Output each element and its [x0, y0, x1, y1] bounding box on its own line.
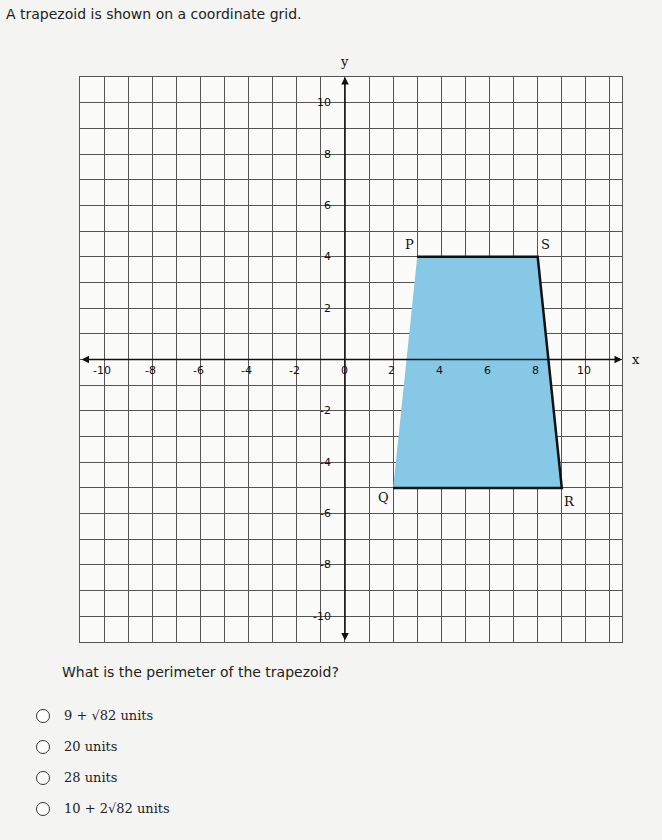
html-text:20 units: 20 units	[64, 739, 118, 754]
svg-text:x: x	[632, 352, 640, 367]
svg-text:-10: -10	[313, 610, 331, 623]
svg-text:10: 10	[577, 364, 591, 377]
svg-text:-2: -2	[289, 364, 300, 377]
svg-text:-10: -10	[93, 364, 111, 377]
html-text:28 units: 28 units	[64, 770, 118, 785]
svg-text:-8: -8	[145, 364, 156, 377]
svg-text:4: 4	[436, 364, 443, 377]
svg-text:-8: -8	[320, 558, 331, 571]
svg-text:-2: -2	[320, 404, 331, 417]
svg-text:8: 8	[324, 148, 331, 161]
svg-text:Q: Q	[378, 490, 389, 505]
svg-text:-6: -6	[193, 364, 204, 377]
svg-text:S: S	[541, 237, 550, 252]
svg-text:-4: -4	[320, 456, 331, 469]
svg-text:2: 2	[324, 302, 331, 315]
svg-text:y: y	[340, 54, 349, 69]
svg-text:2: 2	[388, 364, 395, 377]
svg-text:8: 8	[532, 364, 539, 377]
html-text:10 + 2√82 units: 10 + 2√82 units	[64, 801, 170, 816]
svg-text:10: 10	[317, 96, 331, 109]
svg-text:P: P	[405, 237, 414, 252]
svg-text:4: 4	[324, 250, 331, 263]
svg-text:0: 0	[341, 364, 348, 377]
html-text:A trapezoid is shown on a coor: A trapezoid is shown on a coordinate gri…	[6, 6, 302, 22]
svg-text:-4: -4	[241, 364, 252, 377]
html-text:9 + √82 units: 9 + √82 units	[64, 708, 154, 723]
svg-text:6: 6	[324, 199, 331, 212]
svg-text:6: 6	[484, 364, 491, 377]
html-text:What is the perimeter of the t: What is the perimeter of the trapezoid?	[62, 664, 339, 680]
svg-text:R: R	[564, 494, 575, 509]
svg-text:-6: -6	[320, 507, 331, 520]
